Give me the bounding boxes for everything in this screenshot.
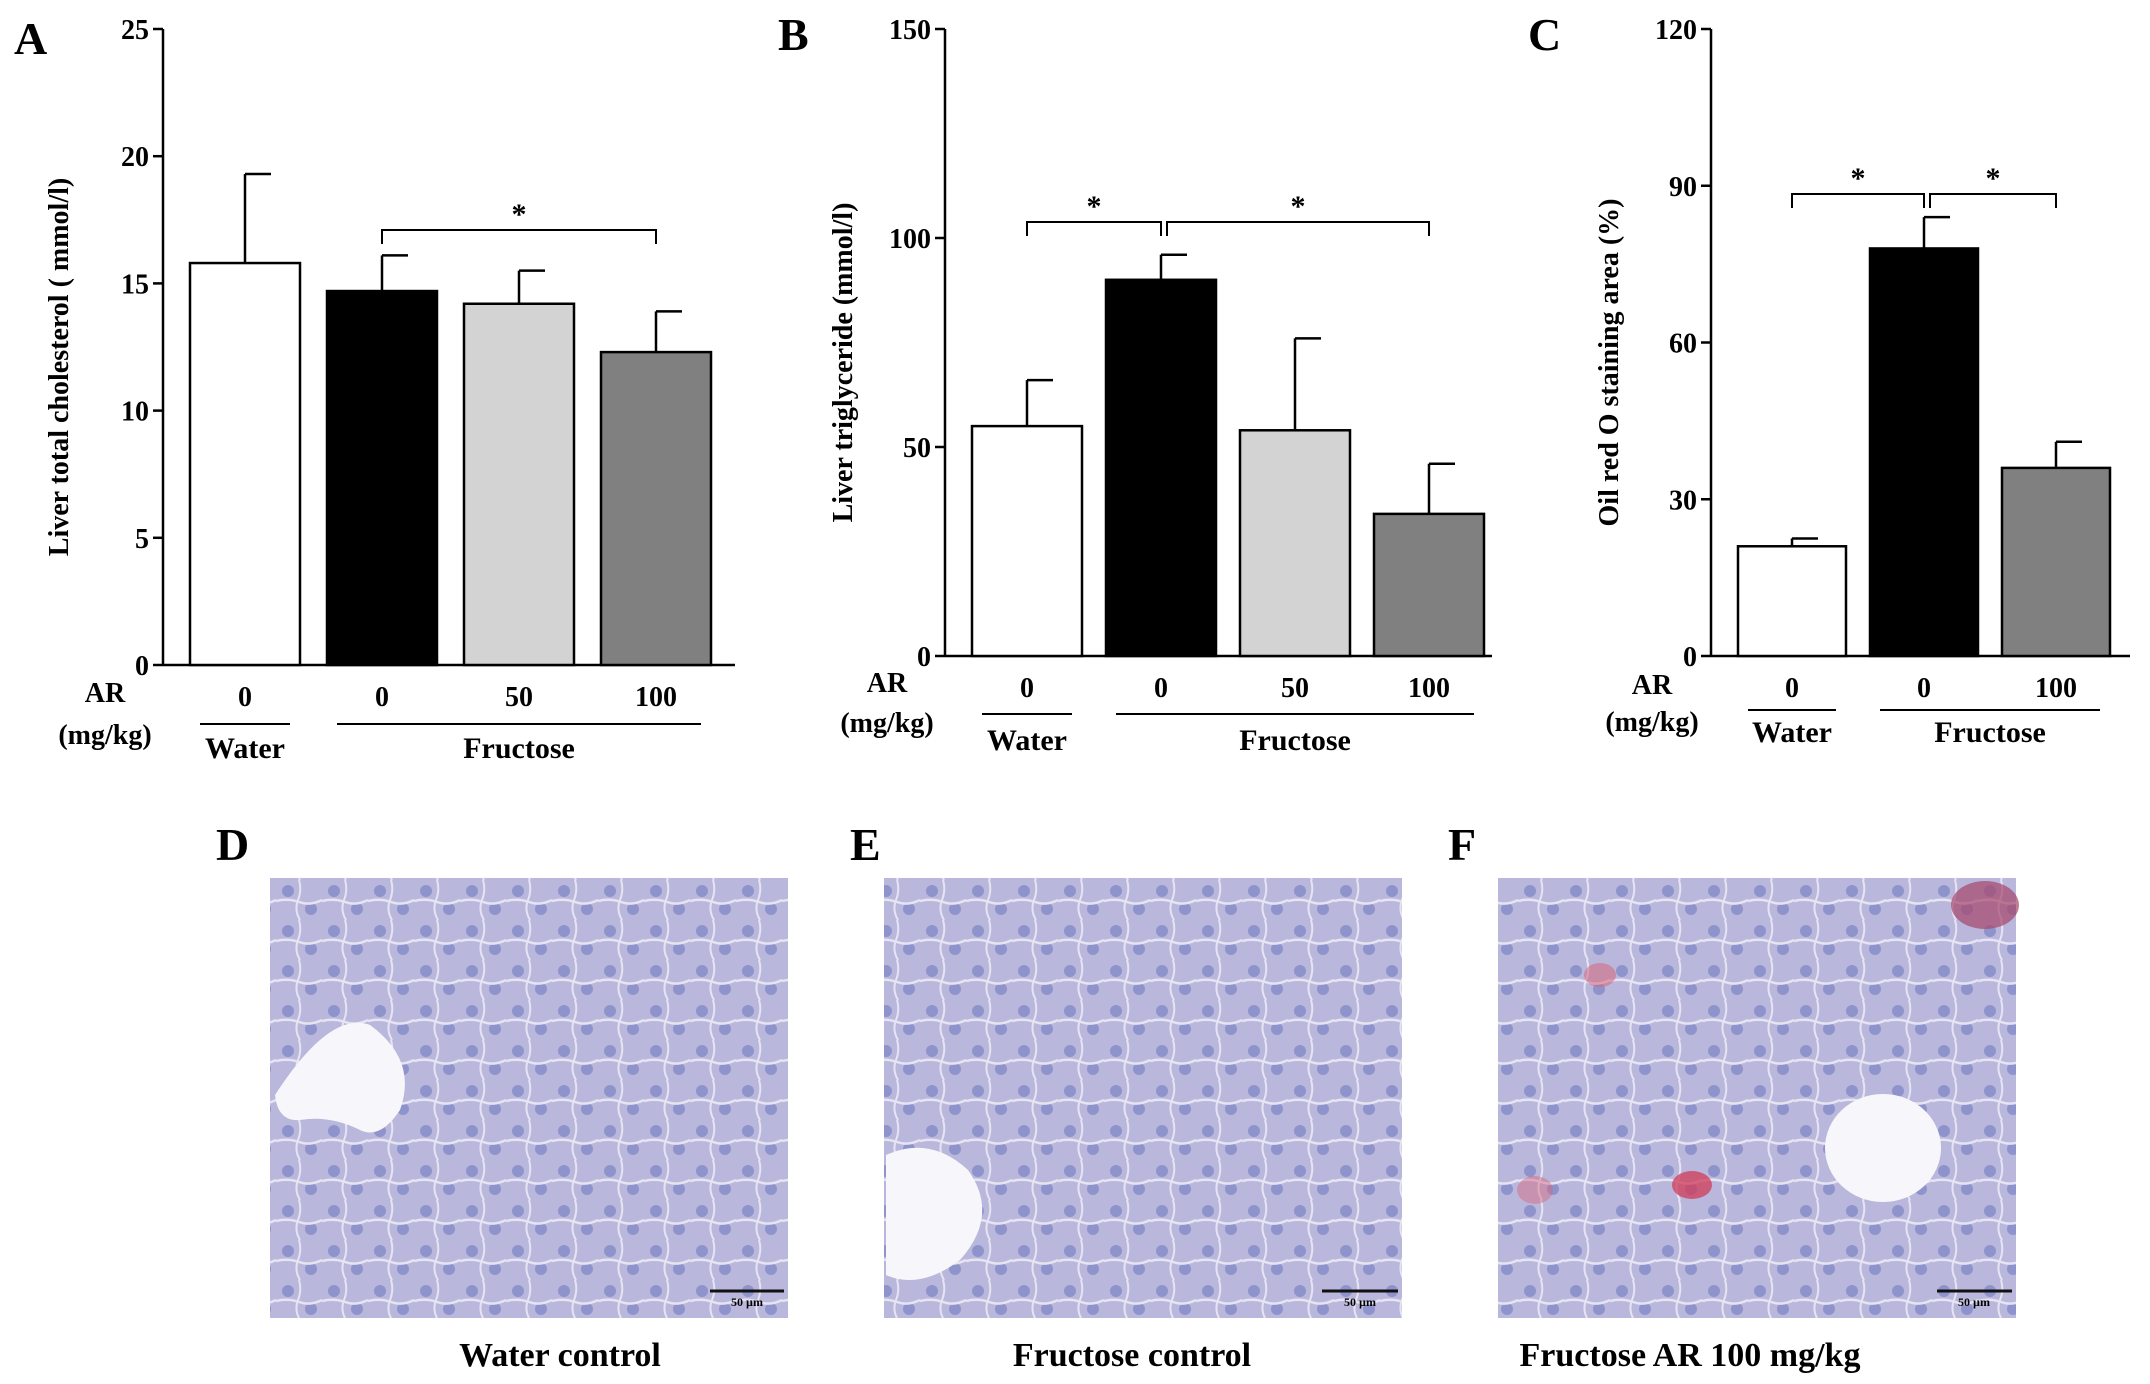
y-tick-label: 100 [889, 224, 931, 255]
stain-spot-f1 [1672, 1171, 1712, 1199]
y-tick-label: 150 [889, 15, 931, 46]
y-tick-label: 15 [121, 269, 149, 300]
chart-panel-c: 0 30 60 90 120 Oil red O staining area (%) 0 0 1… [1594, 15, 2130, 749]
group-label: Fructose [1934, 716, 2046, 749]
scale-bar-label-d: 50 µm [731, 1295, 763, 1309]
significance-star: * [1986, 162, 2001, 195]
micrograph-panel-f: F 50 µm Fructose AR 100 mg/kg [1448, 819, 2019, 1374]
y-tick-label: 120 [1655, 15, 1697, 46]
vessel-lumen-f [1825, 1094, 1941, 1202]
y-tick-label: 25 [121, 15, 149, 46]
significance-bracket [1166, 221, 1430, 236]
significance-star: * [512, 198, 527, 231]
group-label: Fructose [1239, 724, 1351, 757]
x-category-label: 100 [635, 682, 677, 713]
bar [1736, 545, 1848, 658]
panel-letter-f: F [1448, 819, 1476, 870]
bar [462, 302, 576, 667]
micrograph-panel-e: E 50 µm Fructose control [850, 819, 1402, 1374]
ar-label: AR [1632, 670, 1673, 701]
significance-star: * [1291, 190, 1306, 223]
stain-spot-f3 [1584, 963, 1616, 987]
bar [1104, 278, 1218, 658]
x-category-label: 0 [238, 682, 252, 713]
y-tick-label: 5 [135, 524, 149, 555]
scale-bar-label-f: 50 µm [1958, 1295, 1990, 1309]
caption-e: Fructose control [1013, 1337, 1251, 1374]
x-category-label: 0 [1917, 673, 1931, 704]
x-category-label: 50 [505, 682, 533, 713]
significance-bracket [381, 229, 657, 244]
bar [1868, 247, 1980, 658]
ar-unit-label: (mg/kg) [58, 720, 151, 751]
caption-f: Fructose AR 100 mg/kg [1520, 1337, 1861, 1374]
stain-spot-f4 [1517, 1176, 1553, 1204]
significance-bracket [1929, 193, 2057, 208]
ar-label: AR [867, 668, 908, 699]
bar [188, 261, 302, 667]
caption-d: Water control [459, 1337, 661, 1374]
y-tick-label: 0 [1683, 642, 1697, 673]
y-tick-label: 50 [903, 433, 931, 464]
significance-star: * [1087, 190, 1102, 223]
group-label: Fructose [463, 732, 575, 765]
panel-letter-c: C [1528, 9, 1561, 60]
bar [1372, 512, 1486, 658]
x-category-label: 0 [375, 682, 389, 713]
y-tick-label: 0 [917, 642, 931, 673]
x-category-label: 100 [2035, 673, 2077, 704]
group-label: Water [205, 732, 285, 765]
ar-label: AR [85, 678, 126, 709]
stain-spot-f2 [1951, 881, 2019, 929]
vessel-lumen-d [275, 1022, 405, 1133]
x-category-label: 0 [1785, 673, 1799, 704]
bar [325, 289, 439, 667]
y-axis-title: Liver total cholesterol ( mmol/l) [44, 178, 75, 556]
bar [2000, 466, 2112, 658]
panel-letter-a: A [14, 13, 47, 64]
y-tick-label: 20 [121, 142, 149, 173]
significance-bracket [1791, 193, 1925, 208]
y-tick-label: 60 [1669, 329, 1697, 360]
bar [599, 350, 713, 667]
y-axis-title: Liver triglyceride (mmol/l) [828, 203, 859, 523]
ar-unit-label: (mg/kg) [840, 708, 933, 739]
y-tick-label: 30 [1669, 485, 1697, 516]
x-category-label: 0 [1020, 673, 1034, 704]
bar [1238, 429, 1352, 658]
x-category-label: 0 [1154, 673, 1168, 704]
scale-bar-label-e: 50 µm [1344, 1295, 1376, 1309]
y-tick-label: 0 [135, 651, 149, 682]
chart-panel-b: 0 50 100 150 Liver triglyceride (mmol/l) 0 0 50… [828, 15, 1492, 757]
significance-bracket [1026, 221, 1162, 236]
significance-star: * [1851, 162, 1866, 195]
ar-unit-label: (mg/kg) [1605, 707, 1698, 738]
y-tick-label: 10 [121, 397, 149, 428]
panel-letter-e: E [850, 819, 881, 870]
y-axis-title: Oil red O staining area (%) [1594, 199, 1625, 527]
x-category-label: 50 [1281, 673, 1309, 704]
bar [970, 424, 1084, 658]
micrograph-image-f [1498, 878, 2016, 1318]
x-category-label: 100 [1408, 673, 1450, 704]
micrograph-panel-d: D 50 µm Water control [216, 819, 788, 1374]
group-label: Water [987, 724, 1067, 757]
panel-letter-b: B [778, 9, 809, 60]
y-tick-label: 90 [1669, 172, 1697, 203]
chart-panel-a: 0 5 10 15 20 25 Liver total cholesterol ( mmol… [44, 15, 735, 765]
panel-letter-d: D [216, 819, 249, 870]
group-label: Water [1752, 716, 1832, 749]
vessel-lumen-e [886, 1147, 983, 1280]
